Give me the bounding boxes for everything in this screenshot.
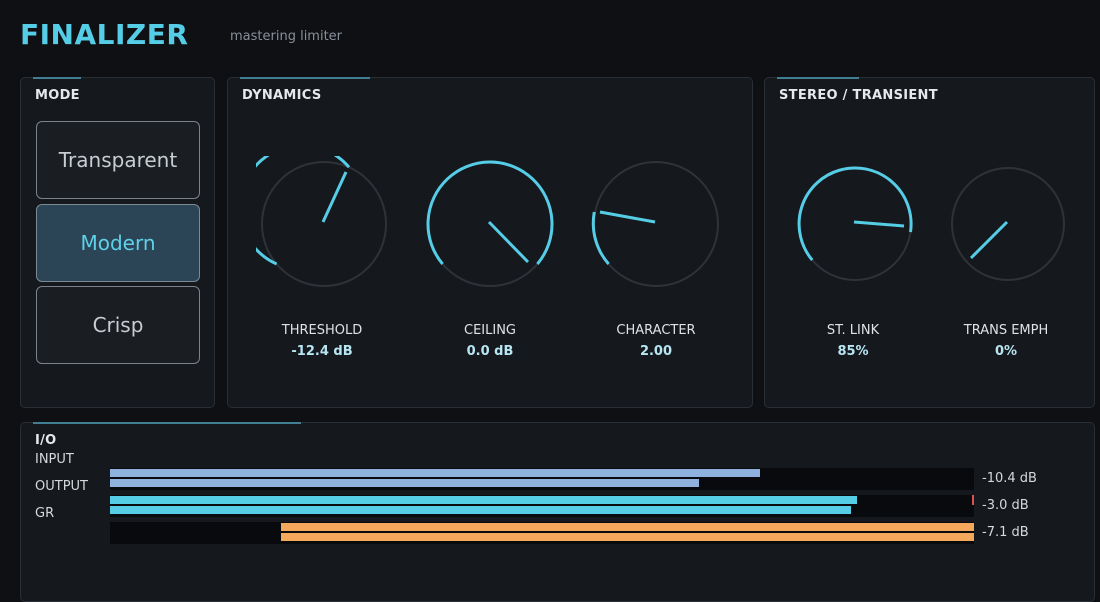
stereo-link-label: ST. LINK xyxy=(826,323,880,338)
ceiling-knob[interactable] xyxy=(422,156,558,292)
panel-accent xyxy=(777,77,859,79)
mode-panel: MODE Transparent Modern Crisp xyxy=(20,77,215,408)
input-readout: -10.4 dB xyxy=(982,471,1037,486)
stereo-link-knob[interactable] xyxy=(793,162,917,286)
stereo-title: STEREO / TRANSIENT xyxy=(779,88,938,103)
transient-emphasis-value: 0% xyxy=(994,344,1018,359)
input-meter-left-bar xyxy=(110,469,760,477)
dynamics-panel: DYNAMICS THRESHOLD -12.4 dB CEILING 0.0 … xyxy=(227,77,753,408)
input-label: INPUT xyxy=(35,452,74,467)
stereo-link-value: 85% xyxy=(837,344,869,359)
io-title: I/O xyxy=(35,433,57,448)
character-value: 2.00 xyxy=(639,344,673,359)
gr-readout: -7.1 dB xyxy=(982,525,1029,540)
mode-title: MODE xyxy=(35,88,80,103)
output-meter-right-bar xyxy=(110,506,852,514)
output-meter xyxy=(110,495,974,517)
gr-meter-right-bar xyxy=(281,533,974,541)
input-meter xyxy=(110,468,974,490)
app-subtitle: mastering limiter xyxy=(230,29,343,44)
mode-modern-button[interactable]: Modern xyxy=(36,204,200,282)
transient-emphasis-label: TRANS EMPH xyxy=(963,323,1049,338)
transient-emphasis-knob[interactable] xyxy=(946,162,1070,286)
panel-accent xyxy=(33,422,301,424)
panel-accent xyxy=(240,77,370,79)
output-meter-left-bar xyxy=(110,496,858,504)
io-panel: I/O INPUT OUTPUT GR -10.4 dB -3.0 dB -7.… xyxy=(20,422,1095,602)
ceiling-label: CEILING xyxy=(464,323,516,338)
gr-label: GR xyxy=(35,506,55,521)
character-label: CHARACTER xyxy=(616,323,696,338)
stereo-transient-panel: STEREO / TRANSIENT ST. LINK 85% TRANS EM… xyxy=(764,77,1095,408)
mode-transparent-button[interactable]: Transparent xyxy=(36,121,200,199)
ceiling-value: 0.0 dB xyxy=(466,344,514,359)
output-peak-indicator xyxy=(972,495,974,505)
gr-meter-left-bar xyxy=(281,523,974,531)
character-knob[interactable] xyxy=(588,156,724,292)
input-meter-right-bar xyxy=(110,479,700,487)
threshold-knob[interactable] xyxy=(256,156,392,292)
gain-reduction-meter xyxy=(110,522,974,544)
threshold-label: THRESHOLD xyxy=(281,323,363,338)
output-label: OUTPUT xyxy=(35,479,88,494)
dynamics-title: DYNAMICS xyxy=(242,88,322,103)
app-title: FINALIZER xyxy=(20,18,189,51)
threshold-value: -12.4 dB xyxy=(291,344,353,359)
panel-accent xyxy=(33,77,81,79)
output-readout: -3.0 dB xyxy=(982,498,1029,513)
mode-crisp-button[interactable]: Crisp xyxy=(36,286,200,364)
